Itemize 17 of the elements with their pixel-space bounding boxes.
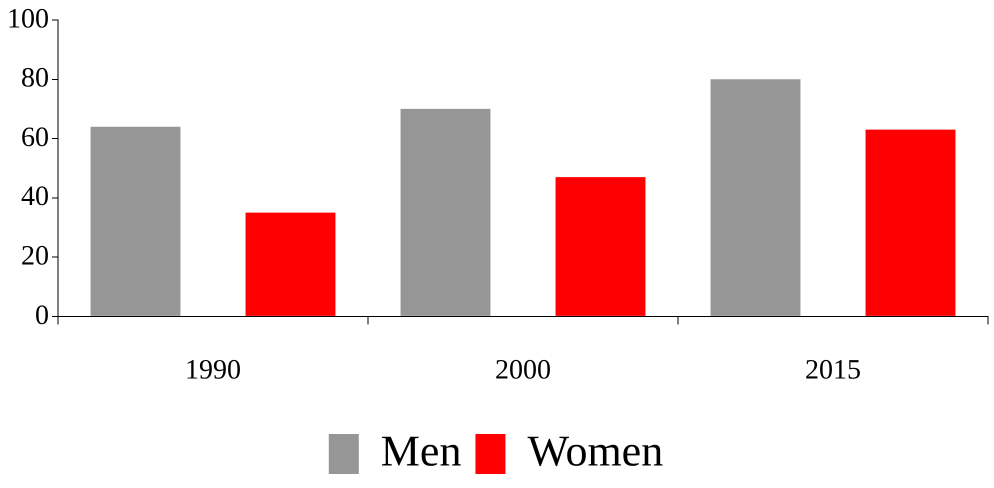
y-tick-label: 0 — [35, 300, 49, 331]
legend-label: Men — [380, 426, 462, 476]
x-tick-label: 2000 — [495, 354, 551, 386]
bar — [556, 177, 646, 316]
y-tick-label: 100 — [7, 3, 49, 34]
bar — [90, 126, 180, 316]
bar — [866, 130, 956, 316]
y-tick-label: 40 — [21, 181, 49, 212]
bar — [710, 79, 800, 316]
y-tick-label: 60 — [21, 122, 49, 153]
legend-label: Women — [527, 426, 664, 476]
bar — [400, 108, 490, 316]
x-tick-label: 1990 — [185, 354, 241, 386]
x-tick-label: 2015 — [805, 354, 861, 386]
y-tick-label: 20 — [21, 240, 49, 272]
y-tick-label: 80 — [21, 62, 49, 94]
bar — [246, 212, 336, 316]
